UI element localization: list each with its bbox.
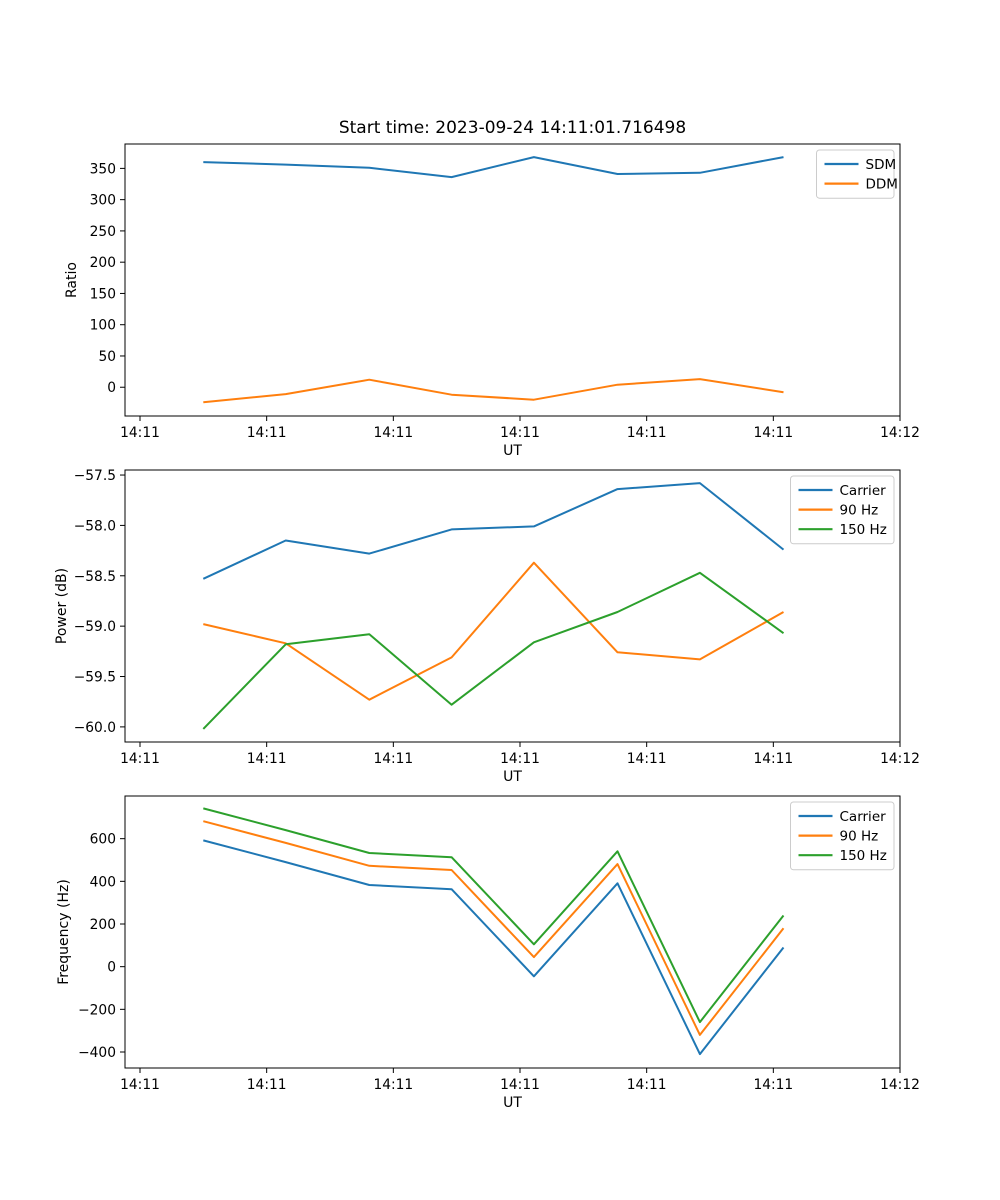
x-tick-label: 14:11	[500, 425, 540, 441]
y-tick-label: 600	[90, 832, 116, 848]
series-line-150-hz	[202, 571, 785, 730]
x-tick-label: 14:11	[373, 751, 413, 767]
y-tick-label: 200	[90, 917, 116, 933]
x-tick-label: 14:11	[120, 1077, 160, 1093]
series-line-90-hz	[203, 561, 784, 701]
y-tick-label: −58.0	[74, 518, 116, 534]
series-line-carrier	[202, 482, 785, 580]
y-tick-label: 0	[107, 960, 116, 976]
figure-title: Start time: 2023-09-24 14:11:01.716498	[338, 118, 687, 138]
legend-label: 90 Hz	[840, 503, 879, 519]
x-tick-label: 14:11	[627, 425, 667, 441]
y-tick-label: −58.5	[74, 569, 116, 585]
x-tick-label: 14:12	[880, 1077, 920, 1093]
x-tick-label: 14:11	[120, 751, 160, 767]
y-tick-label: 0	[107, 380, 116, 396]
legend-box	[790, 475, 895, 545]
legend-label: Carrier	[840, 483, 887, 499]
series-line-150-hz	[203, 807, 785, 1024]
x-tick-label: 14:11	[753, 751, 793, 767]
x-tick-label: 14:11	[627, 1077, 667, 1093]
x-tick-label: 14:11	[627, 751, 667, 767]
legend-box	[790, 801, 895, 871]
y-tick-label: 150	[90, 286, 116, 302]
series-line-90-hz	[203, 820, 785, 1036]
y-tick-label: 300	[90, 193, 116, 209]
x-axis-label: UT	[503, 443, 522, 459]
legend-label: DDM	[866, 177, 898, 193]
x-tick-label: 14:11	[753, 425, 793, 441]
y-tick-label: −200	[78, 1002, 116, 1018]
y-tick-label: −59.5	[74, 670, 116, 686]
y-tick-label: 400	[90, 874, 116, 890]
x-tick-label: 14:12	[880, 751, 920, 767]
legend-box	[816, 149, 895, 199]
y-tick-label: 250	[90, 224, 116, 240]
y-tick-label: 350	[90, 161, 116, 177]
y-tick-label: 200	[90, 255, 116, 271]
x-tick-label: 14:11	[500, 751, 540, 767]
y-tick-label: −57.5	[74, 468, 116, 484]
y-tick-label: −59.0	[74, 619, 116, 635]
series-line-ddm	[203, 378, 784, 404]
plot-axes-1	[124, 143, 901, 417]
x-tick-label: 14:11	[120, 425, 160, 441]
y-tick-label: −400	[78, 1045, 116, 1061]
series-line-sdm	[203, 156, 784, 179]
y-axis-label: Frequency (Hz)	[56, 879, 72, 985]
legend-label: 150 Hz	[840, 848, 887, 864]
x-tick-label: 14:12	[880, 425, 920, 441]
y-axis-label: Power (dB)	[54, 568, 70, 644]
y-tick-label: 50	[98, 349, 116, 365]
y-axis-label: Ratio	[64, 262, 80, 298]
plot-axes-2	[124, 469, 901, 743]
x-tick-label: 14:11	[373, 1077, 413, 1093]
y-tick-label: 100	[90, 318, 116, 334]
legend-label: 150 Hz	[840, 522, 887, 538]
legend-label: SDM	[866, 157, 897, 173]
x-tick-label: 14:11	[753, 1077, 793, 1093]
x-tick-label: 14:11	[373, 425, 413, 441]
series-line-carrier	[203, 839, 785, 1056]
y-tick-label: −60.0	[74, 720, 116, 736]
x-axis-label: UT	[503, 769, 522, 785]
plot-axes-3	[124, 795, 901, 1069]
x-tick-label: 14:11	[247, 425, 287, 441]
legend-label: Carrier	[840, 809, 887, 825]
legend-label: 90 Hz	[840, 829, 879, 845]
x-tick-label: 14:11	[500, 1077, 540, 1093]
x-tick-label: 14:11	[247, 751, 287, 767]
x-tick-label: 14:11	[247, 1077, 287, 1093]
x-axis-label: UT	[503, 1095, 522, 1111]
